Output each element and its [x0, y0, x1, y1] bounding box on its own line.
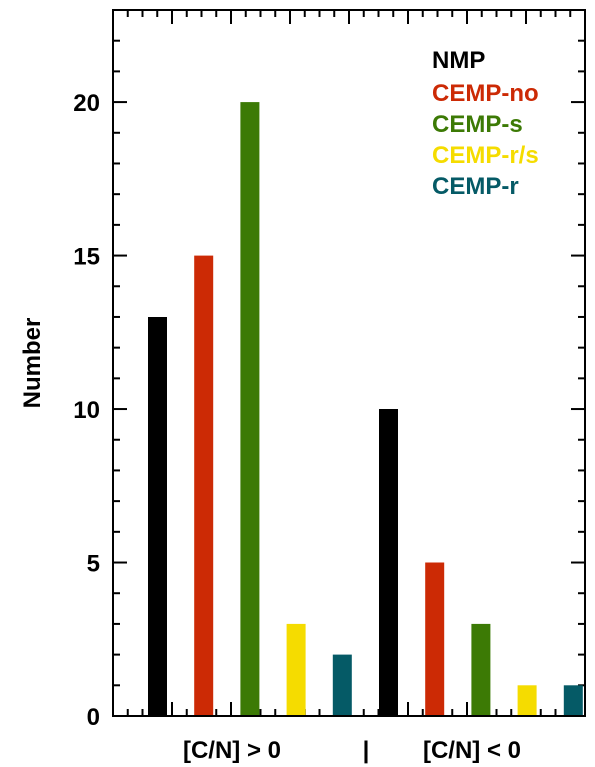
- axis-ticks: [113, 9, 585, 717]
- bar-cemp-r-group-2: [563, 685, 583, 716]
- y-tick-label: 20: [73, 90, 100, 117]
- bar-cemp-r-s-group-2: [517, 685, 537, 716]
- bars: [148, 102, 583, 717]
- y-tick-label: 10: [73, 397, 100, 424]
- y-tick-label: 5: [87, 551, 100, 578]
- bar-cemp-s-group-1: [240, 102, 260, 717]
- y-tick-labels: 0 5 10 15 20: [73, 90, 100, 731]
- y-axis-label: Number: [19, 318, 46, 409]
- bar-cemp-r-s-group-1: [286, 623, 306, 716]
- y-tick-label: 0: [87, 704, 100, 731]
- group-separator: |: [363, 737, 370, 764]
- plot-frame: [112, 9, 586, 717]
- bar-nmp-group-2: [379, 409, 398, 716]
- bar-cemp-s-group-2: [471, 623, 491, 716]
- legend-entry-cemp-no: CEMP-no: [432, 80, 539, 107]
- bar-cemp-r-group-1: [332, 654, 352, 716]
- legend-entry-cemp-r: CEMP-r: [432, 173, 519, 200]
- legend-entry-cemp-s: CEMP-s: [432, 111, 523, 138]
- y-tick-label: 15: [73, 244, 100, 271]
- group-label-positive: [C/N] > 0: [183, 737, 281, 764]
- legend-entry-cemp-r-s: CEMP-r/s: [432, 142, 539, 169]
- bar-nmp-group-1: [148, 317, 167, 716]
- legend: NMP CEMP-no CEMP-s CEMP-r/s CEMP-r: [432, 47, 539, 200]
- group-label-negative: [C/N] < 0: [423, 737, 521, 764]
- legend-entry-nmp: NMP: [432, 47, 485, 74]
- bar-cemp-no-group-1: [194, 255, 214, 716]
- bar-cemp-no-group-2: [425, 562, 445, 716]
